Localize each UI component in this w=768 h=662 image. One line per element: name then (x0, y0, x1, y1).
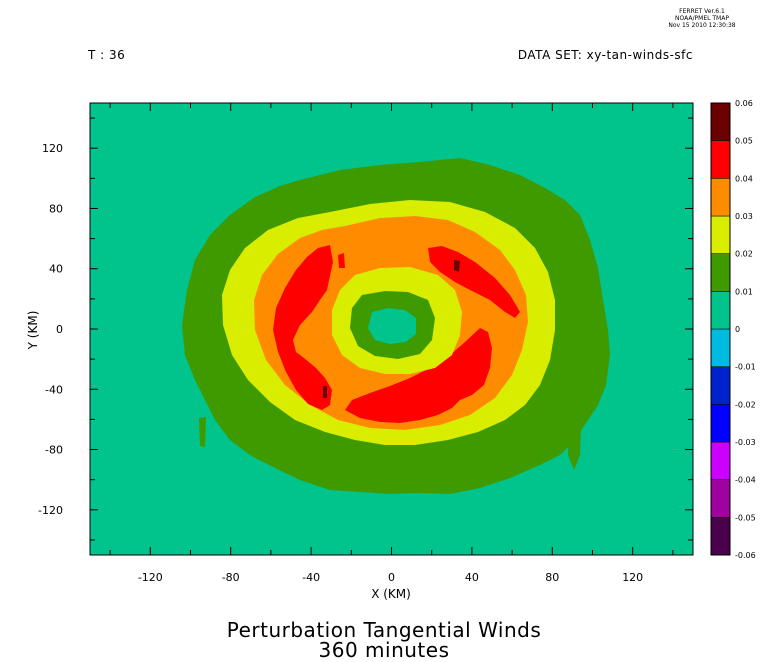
colorbar-swatch (710, 291, 731, 330)
ferret-credit-line1: FERRET Ver.6.1 (679, 8, 725, 15)
x-tick-label: 0 (388, 571, 395, 584)
colorbar-frame (710, 102, 731, 556)
y-tick-label: -120 (38, 504, 63, 517)
y-tick-label: 80 (49, 202, 63, 215)
y-tick-labels: 120 80 40 0 -40 -80 -120 (38, 142, 63, 517)
colorbar-label: -0.04 (735, 476, 756, 485)
axis-ticks (90, 103, 693, 555)
chart-subtitle: 360 minutes (319, 638, 450, 662)
colorbar-swatch (710, 178, 731, 217)
ferret-credit-line2: NOAA/PMEL TMAP (675, 15, 729, 22)
contour-eye-calm (368, 308, 416, 344)
x-tick-label: -80 (222, 571, 240, 584)
contour-band-0.05-0.06-max-west (323, 386, 327, 398)
y-tick-label: 120 (42, 142, 63, 155)
x-tick-labels: -120 -80 -40 0 40 80 120 (138, 571, 643, 584)
x-tick-label: -120 (138, 571, 163, 584)
contour-band-0.01-0.02-spur-left (199, 417, 206, 447)
colorbar-label: 0.05 (735, 137, 753, 146)
contour-band-0.04-0.05-northeast (428, 246, 520, 318)
chart-title: Perturbation Tangential Winds (227, 618, 542, 642)
colorbar-label: 0 (735, 325, 740, 334)
colorbar-label: 0.06 (735, 99, 753, 108)
colorbar-label: 0.03 (735, 212, 753, 221)
ferret-credit-line3: Nov 15 2010 12:30:38 (668, 22, 735, 29)
x-tick-label: -40 (302, 571, 320, 584)
colorbar: -0.06 -0.05 -0.04 -0.03 -0.02 -0.01 0 0.01 0.02 0… (710, 99, 756, 560)
colorbar-label: 0.02 (735, 250, 753, 259)
colorbar-swatch (710, 215, 731, 254)
contour-band-0.04-0.05-southeast (345, 328, 492, 423)
colorbar-label: 0.04 (735, 174, 753, 183)
colorbar-label: 0.01 (735, 287, 753, 296)
x-tick-label: 40 (465, 571, 479, 584)
x-tick-label: 120 (622, 571, 643, 584)
y-tick-label: 40 (49, 263, 63, 276)
x-tick-label: 80 (545, 571, 559, 584)
colorbar-swatch (710, 140, 731, 179)
y-tick-label: 0 (56, 323, 63, 336)
dataset-label: DATA SET: xy-tan-winds-sfc (518, 48, 693, 62)
colorbar-swatch (710, 366, 731, 405)
y-tick-label: -40 (45, 383, 63, 396)
colorbar-swatch (710, 328, 731, 367)
contour-band-0.04-0.05-fleck (338, 253, 345, 268)
colorbar-swatch (710, 441, 731, 480)
time-label: T : 36 (87, 48, 125, 62)
plot-area (89, 102, 694, 556)
colorbar-label: -0.05 (735, 513, 756, 522)
x-axis-label: X (KM) (371, 587, 411, 601)
colorbar-swatch (710, 479, 731, 518)
contour-band-0.04-0.05-west (273, 245, 333, 410)
colorbar-label: -0.02 (735, 400, 756, 409)
y-tick-label: -80 (45, 444, 63, 457)
colorbar-swatch (710, 102, 731, 141)
colorbar-swatch (710, 253, 731, 292)
colorbar-label: -0.01 (735, 363, 756, 372)
contour-band-0.01-0.02-spur-right (568, 400, 582, 470)
contour-band-0.05-0.06-max (454, 260, 460, 272)
colorbar-label: -0.03 (735, 438, 756, 447)
colorbar-swatch (710, 517, 731, 556)
colorbar-label: -0.06 (735, 551, 756, 560)
y-axis-label: Y (KM) (26, 311, 40, 351)
colorbar-swatch (710, 404, 731, 443)
